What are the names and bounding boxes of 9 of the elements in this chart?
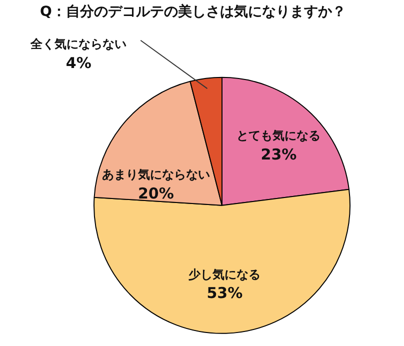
slice-label: 少し気になる — [188, 267, 261, 282]
slice-label: とても気になる — [236, 128, 321, 142]
chart-title: Q：自分のデコルテの美しさは気になりますか？ — [40, 3, 346, 20]
data-label: 20% — [138, 184, 174, 202]
slice-label: あまり気にならない — [102, 168, 210, 182]
data-label: 23% — [260, 145, 297, 164]
data-label: 4% — [66, 54, 92, 72]
data-label: 53% — [206, 284, 243, 302]
slice-label: 全く気にならない — [30, 36, 127, 51]
